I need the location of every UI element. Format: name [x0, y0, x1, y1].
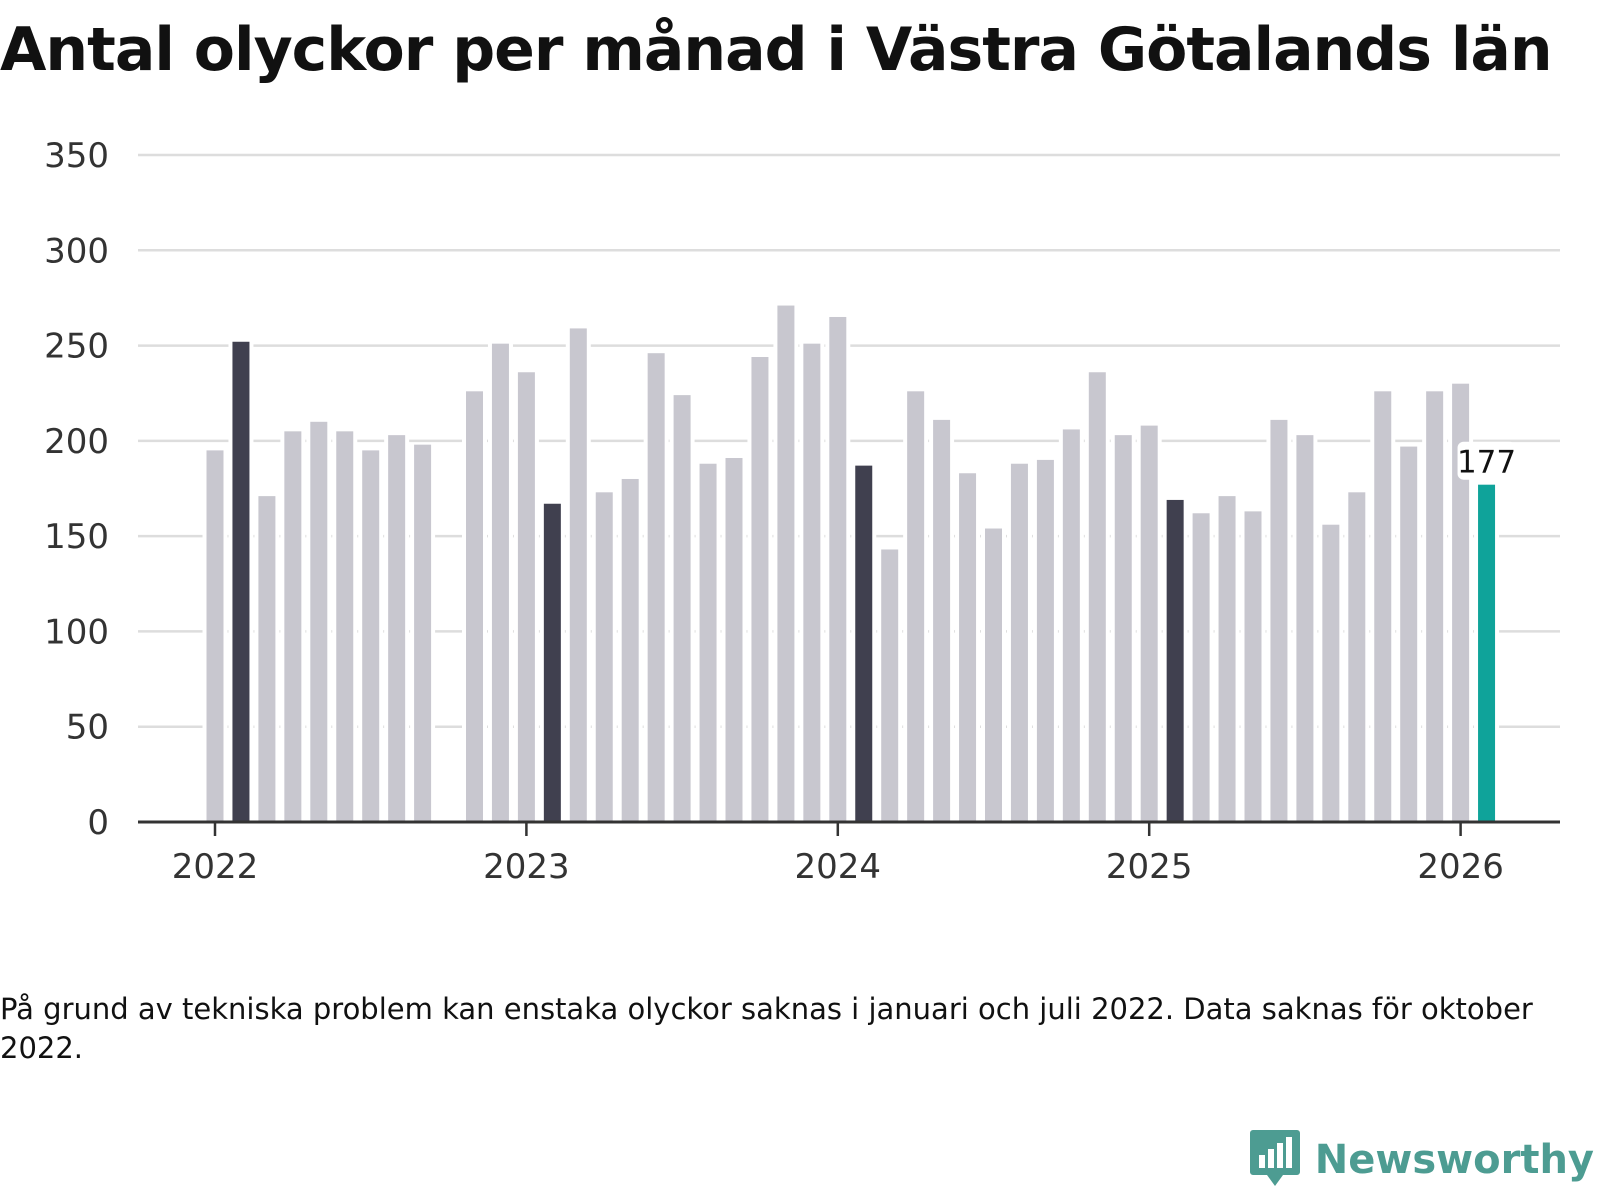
bar-2025-12: [1452, 383, 1470, 822]
x-tick-label: 2025: [1106, 847, 1193, 887]
bar-2023-09: [751, 357, 769, 822]
brand-name[interactable]: Newsworthy: [1314, 1137, 1594, 1183]
x-tick-label: 2026: [1417, 847, 1504, 887]
bar-2025-02: [1192, 513, 1210, 822]
y-tick-label: 0: [87, 803, 109, 843]
bar-2024-03: [907, 391, 925, 822]
y-tick-label: 100: [44, 612, 109, 652]
bar-2025-06: [1296, 435, 1314, 822]
bar-2025-08: [1348, 492, 1366, 822]
bar-2024-08: [1036, 459, 1054, 822]
x-tick-label: 2024: [795, 847, 882, 887]
x-axis: 2022 2023 2024 2025 2026: [138, 820, 1560, 887]
bar-2025-05: [1270, 419, 1288, 822]
bar-2023-02: [569, 328, 587, 822]
bar-2024-01: [855, 465, 873, 822]
bar-2024-11: [1114, 435, 1132, 822]
bars: [202, 305, 1500, 823]
data-label: 177: [1457, 445, 1516, 481]
annotations: 177: [1457, 441, 1516, 481]
bar-2024-07: [1010, 463, 1028, 822]
x-tick-label: 2022: [172, 847, 259, 887]
bar-2021-12: [206, 450, 224, 822]
bar-chart-speech-icon: [1249, 1128, 1301, 1192]
bar-2025-04: [1244, 511, 1262, 822]
x-tick-label: 2023: [483, 847, 570, 887]
data-label-background: [1457, 441, 1516, 480]
bar-2024-10: [1088, 372, 1106, 822]
bar-2023-11: [803, 343, 821, 822]
bar-2022-01: [232, 341, 250, 822]
bar-2023-01: [543, 503, 561, 822]
bar-2025-11: [1426, 391, 1444, 822]
brand-logo[interactable]: Newsworthy: [1249, 1128, 1594, 1192]
bar-2022-11: [491, 343, 509, 822]
y-tick-label: 350: [44, 136, 109, 176]
bar-2026-01: [1478, 484, 1496, 822]
bar-2024-09: [1062, 429, 1080, 822]
bar-2023-08: [725, 458, 743, 822]
bar-2022-04: [310, 421, 328, 822]
bar-2023-12: [829, 316, 847, 822]
footnote: På grund av tekniska problem kan enstaka…: [0, 992, 1533, 1065]
bar-2025-07: [1322, 524, 1340, 822]
bar-2022-10: [466, 391, 483, 822]
bar-2023-03: [595, 492, 613, 822]
y-tick-label: 50: [66, 708, 109, 748]
y-tick-label: 200: [44, 422, 109, 462]
y-axis-ticks: 0 50 100 150 200 250 300 350: [44, 136, 109, 843]
y-tick-label: 300: [44, 231, 109, 271]
bar-2024-12: [1140, 425, 1158, 822]
bar-2022-08: [414, 444, 432, 822]
bar-2025-09: [1374, 391, 1392, 822]
bar-2024-02: [881, 549, 899, 822]
bar-2023-10: [777, 305, 795, 823]
bar-2023-06: [673, 395, 691, 822]
y-tick-label: 150: [44, 517, 109, 557]
bar-2022-06: [362, 450, 380, 822]
bar-2022-07: [388, 435, 406, 822]
bar-2023-04: [621, 478, 639, 822]
bar-2024-06: [985, 528, 1002, 822]
bar-2023-05: [647, 353, 665, 822]
bar-2025-03: [1218, 496, 1236, 822]
bar-2022-05: [336, 431, 354, 822]
bar-2022-02: [258, 496, 276, 822]
bar-2024-04: [933, 419, 951, 822]
bar-2025-01: [1166, 499, 1184, 822]
y-tick-label: 250: [44, 327, 109, 367]
bar-2023-07: [699, 463, 717, 822]
chart-title: Antal olyckor per månad i Västra Götalan…: [0, 15, 1553, 85]
bar-2022-12: [517, 372, 535, 822]
bar-2022-03: [284, 431, 302, 822]
bar-2024-05: [959, 473, 977, 822]
bar-2025-10: [1400, 446, 1418, 822]
